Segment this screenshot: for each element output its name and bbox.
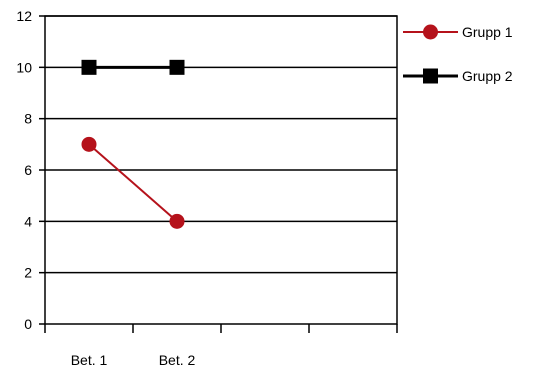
legend-marker <box>423 68 438 84</box>
legend: Grupp 1 Grupp 2 <box>403 24 513 84</box>
gridlines <box>45 15 397 274</box>
legend-item-1: Grupp 1 <box>403 24 513 40</box>
legend-item-2: Grupp 2 <box>403 68 513 84</box>
y-tick-label: 0 <box>24 316 32 332</box>
x-tick-label: Bet. 2 <box>159 352 196 368</box>
y-tick-label: 8 <box>24 111 32 127</box>
y-tick-label: 6 <box>24 162 32 178</box>
series <box>81 59 185 229</box>
tick-labels: 0 2 4 6 8 10 12 Bet. 1 Bet. 2 <box>16 8 195 368</box>
x-tick-label: Bet. 1 <box>71 352 108 368</box>
data-point-series-1-1 <box>81 136 97 152</box>
legend-label: Grupp 1 <box>462 24 513 40</box>
y-tick-label: 4 <box>24 213 32 229</box>
axes <box>39 15 398 333</box>
y-tick-label: 2 <box>24 265 32 281</box>
legend-label: Grupp 2 <box>462 68 513 84</box>
data-point-series-2-1 <box>81 59 97 75</box>
data-point-series-1-2 <box>169 213 185 229</box>
series-line-1 <box>88 143 178 223</box>
y-tick-label: 12 <box>16 8 32 24</box>
legend-marker <box>423 24 438 40</box>
series-1 <box>81 136 185 229</box>
series-2 <box>81 59 185 75</box>
y-tick-label: 10 <box>16 59 32 75</box>
data-point-series-2-2 <box>169 59 185 75</box>
